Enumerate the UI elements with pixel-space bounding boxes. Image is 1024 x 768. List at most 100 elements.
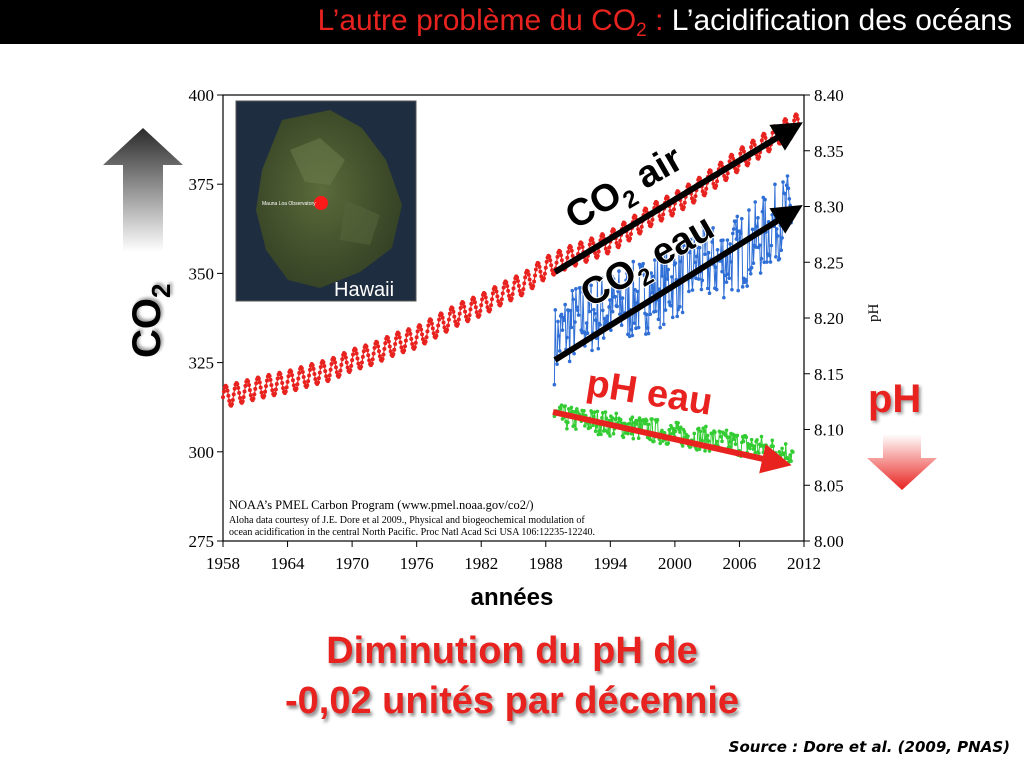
co2-sea-point — [630, 333, 635, 338]
co2-air-point — [462, 304, 467, 309]
co2-sea-point — [688, 237, 693, 242]
co2-sea-point — [714, 287, 719, 292]
co2-air-point — [668, 208, 673, 213]
co2-air-point — [639, 224, 644, 229]
ph-sea-point — [646, 422, 651, 427]
co2-air-point — [478, 308, 483, 313]
co2-sea-point — [656, 317, 661, 322]
co2-air-point — [791, 124, 796, 129]
co2-sea-point — [661, 322, 666, 327]
co2-air-point — [267, 374, 272, 379]
co2-air-point — [559, 253, 564, 258]
co2-air-point — [321, 360, 326, 365]
co2-air-point — [474, 310, 479, 315]
co2-sea-point — [617, 269, 621, 273]
co2-air-point — [342, 352, 347, 357]
co2-air-point — [792, 118, 797, 123]
co2-air-point — [469, 301, 474, 306]
ph-sea-point — [592, 414, 596, 419]
co2-air-point — [526, 272, 531, 277]
co2-sea-point — [703, 252, 707, 257]
co2-sea-point — [699, 287, 704, 292]
ph-sea-point — [697, 447, 702, 451]
co2-air-point — [767, 147, 772, 152]
co2-sea-point — [789, 220, 793, 225]
co2-sea-point — [687, 250, 692, 255]
co2-sea-point — [770, 212, 775, 217]
co2-air-point — [617, 243, 622, 248]
co2-air-point — [607, 245, 612, 250]
credit-line-1: NOAA’s PMEL Carbon Program (www.pmel.noa… — [229, 498, 534, 512]
credit-line-2: Aloha data courtesy of J.E. Dore et al 2… — [229, 515, 585, 526]
co2-air-point — [310, 363, 315, 368]
co2-air-point — [611, 228, 616, 233]
co2-air-point — [353, 347, 358, 352]
co2-air-point — [715, 179, 720, 184]
co2-air-point — [795, 116, 800, 121]
right-tick-label: 8.40 — [814, 86, 844, 105]
ph-sea-point — [583, 424, 587, 428]
co2-air-point — [654, 200, 659, 205]
co2-air-point — [504, 280, 509, 285]
co2-air-point — [501, 285, 506, 290]
co2-air-point — [593, 251, 598, 256]
co2-air-point — [461, 301, 466, 306]
co2-air-point — [451, 309, 456, 314]
co2-air-point — [446, 317, 451, 322]
co2-air-point — [507, 293, 512, 298]
ph-sea-point — [733, 442, 738, 447]
co2-air-point — [614, 241, 619, 246]
co2-air-point — [527, 277, 532, 282]
co2-sea-point — [560, 328, 565, 332]
co2-sea-point — [615, 304, 619, 309]
co2-sea-point — [666, 267, 671, 272]
ph-sea-point — [629, 431, 634, 436]
co2-air-point — [290, 378, 295, 383]
co2-air-point — [483, 295, 488, 300]
co2-air-point — [724, 176, 729, 181]
co2-air-point — [225, 388, 230, 393]
co2-air-point — [473, 305, 478, 310]
co2-air-point — [749, 145, 754, 150]
co2-air-point — [730, 153, 735, 158]
co2-sea-point — [590, 348, 594, 353]
ph-sea-point — [643, 421, 647, 426]
co2-air-point — [365, 348, 370, 353]
ph-sea-point — [600, 415, 604, 420]
co2-sea-point — [774, 255, 778, 259]
co2-air-point — [420, 332, 425, 337]
ph-sea-point — [728, 445, 732, 449]
inset-hawaii-label: Hawaii — [334, 279, 394, 301]
co2-air-point — [463, 314, 468, 319]
ph-sea-point — [582, 408, 586, 413]
co2-air-point — [703, 191, 708, 196]
co2-air-point — [424, 335, 429, 340]
co2-sea-point — [635, 301, 639, 305]
series-co2-sea — [552, 174, 795, 387]
co2-sea-point — [670, 275, 674, 279]
co2-air-point — [318, 365, 323, 370]
x-tick-label: 1976 — [400, 554, 434, 573]
ph-sea-point — [636, 436, 641, 441]
co2-air-point — [548, 258, 553, 263]
co2-air-point — [547, 254, 552, 259]
co2-sea-point — [642, 273, 646, 277]
co2-air-point — [236, 385, 241, 390]
co2-air-point — [324, 374, 329, 379]
co2-sea-point — [677, 242, 681, 247]
co2-air-point — [240, 399, 245, 404]
co2-sea-point — [562, 318, 567, 323]
co2-air-point — [316, 380, 321, 385]
co2-air-point — [477, 313, 482, 318]
co2-sea-point — [649, 271, 654, 275]
co2-air-point — [361, 349, 366, 354]
x-tick-label: 2012 — [787, 554, 821, 573]
co2-air-point — [746, 161, 751, 166]
co2-sea-point — [773, 182, 777, 187]
co2-sea-point — [756, 216, 760, 220]
ph-sea-point — [611, 431, 616, 436]
co2-sea-point — [739, 216, 744, 221]
co2-air-point — [283, 389, 288, 394]
co2-sea-point — [592, 307, 596, 312]
co2-air-point — [429, 318, 434, 323]
